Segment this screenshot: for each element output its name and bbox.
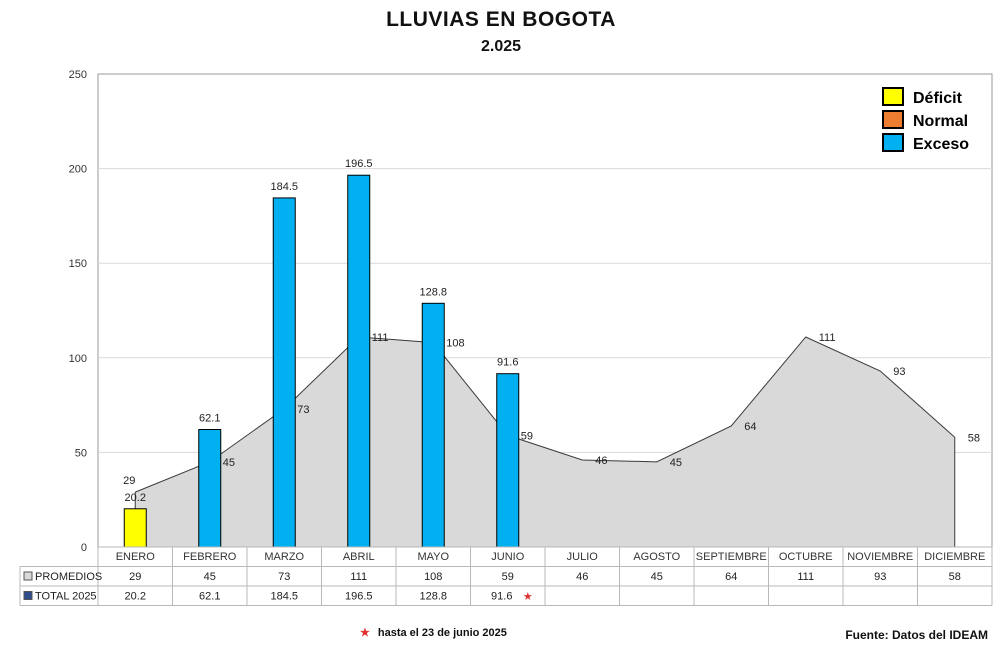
x-category-label: ABRIL (343, 551, 375, 563)
promedio-value-label: 73 (297, 404, 309, 416)
promedio-value-label: 59 (521, 430, 533, 442)
bar-value-label: 62.1 (199, 413, 220, 425)
table-cell-promedio: 64 (725, 571, 737, 583)
table-cell-promedio: 111 (797, 571, 814, 583)
table-cell-total: 62.1 (199, 591, 220, 603)
table-cell-total: 91.6 (491, 591, 512, 603)
footnote-star-icon: ★ (360, 627, 370, 639)
bar-abril (347, 174, 371, 548)
promedio-value-label: 108 (446, 338, 464, 350)
table-cell-promedio: 108 (424, 571, 442, 583)
x-category-label: MARZO (264, 551, 304, 563)
bar-junio (496, 373, 520, 548)
y-tick-label: 150 (69, 258, 87, 270)
promedio-value-label: 58 (968, 432, 980, 444)
bar-febrero (198, 429, 222, 548)
y-tick-label: 200 (69, 164, 87, 176)
y-tick-label: 0 (81, 542, 87, 554)
promedio-value-label: 45 (223, 457, 235, 469)
table-cell-total: 20.2 (125, 591, 146, 603)
data-source: Fuente: Datos del IDEAM (845, 628, 988, 642)
legend-label: Déficit (913, 90, 963, 107)
bar-value-label: 20.2 (125, 492, 146, 504)
table-cell-total: 196.5 (345, 591, 373, 603)
x-category-label: DICIEMBRE (924, 551, 985, 563)
table-cell-promedio: 45 (651, 571, 663, 583)
chart-title: LLUVIAS EN BOGOTA (386, 8, 616, 31)
x-category-label: ENERO (116, 551, 156, 563)
legend-swatch-exceso (882, 133, 904, 152)
x-category-label: OCTUBRE (779, 551, 833, 563)
table-cell-total: 184.5 (270, 591, 298, 603)
promedio-value-label: 45 (670, 457, 682, 469)
x-category-label: AGOSTO (633, 551, 680, 563)
x-category-label: MAYO (417, 551, 449, 563)
bar-marzo (272, 197, 296, 548)
promedio-value-label: 46 (595, 455, 607, 467)
table-key-swatch (23, 591, 33, 600)
table-cell-promedio: 59 (502, 571, 514, 583)
table-row-header: PROMEDIOS (35, 571, 102, 583)
bar-enero (123, 508, 147, 548)
table-cell-promedio: 73 (278, 571, 290, 583)
table-cell-total: 128.8 (419, 591, 447, 603)
chart-subtitle: 2.025 (480, 38, 522, 55)
bar-value-label: 91.6 (497, 357, 518, 369)
x-category-label: JULIO (567, 551, 599, 563)
y-tick-label: 250 (69, 69, 87, 81)
bar-value-label: 128.8 (419, 286, 447, 298)
promedio-value-label: 111 (372, 332, 389, 344)
promedio-value-label: 93 (893, 366, 905, 378)
bar-value-label: 196.5 (345, 158, 373, 170)
table-cell-promedio: 58 (949, 571, 961, 583)
legend-swatch-déficit (882, 87, 904, 106)
y-tick-label: 100 (69, 353, 87, 365)
table-cell-promedio: 111 (350, 571, 367, 583)
footnote: ★ hasta el 23 de junio 2025 (360, 626, 507, 639)
promedios-line (135, 336, 956, 493)
table-key-swatch (23, 571, 33, 581)
table-star-icon: ★ (523, 590, 533, 603)
footnote-text: hasta el 23 de junio 2025 (377, 627, 507, 639)
table-cell-promedio: 29 (129, 571, 141, 583)
x-category-label: SEPTIEMBRE (696, 551, 767, 563)
table-row-header: TOTAL 2025 (35, 591, 97, 603)
table-cell-promedio: 93 (874, 571, 886, 583)
legend-label: Normal (913, 113, 968, 130)
promedio-value-label: 111 (819, 332, 836, 344)
legend-swatch-normal (882, 110, 904, 129)
table-cell-promedio: 46 (576, 571, 588, 583)
x-category-label: JUNIO (491, 551, 524, 563)
promedio-value-label: 29 (123, 475, 135, 487)
legend-label: Exceso (913, 136, 969, 153)
bar-value-label: 184.5 (270, 181, 298, 193)
y-tick-label: 50 (75, 447, 87, 459)
bar-mayo (421, 302, 445, 548)
promedio-value-label: 64 (744, 421, 756, 433)
x-category-label: NOVIEMBRE (847, 551, 913, 563)
x-category-label: FEBRERO (183, 551, 237, 563)
promedios-area (135, 336, 955, 547)
table-cell-promedio: 45 (204, 571, 216, 583)
